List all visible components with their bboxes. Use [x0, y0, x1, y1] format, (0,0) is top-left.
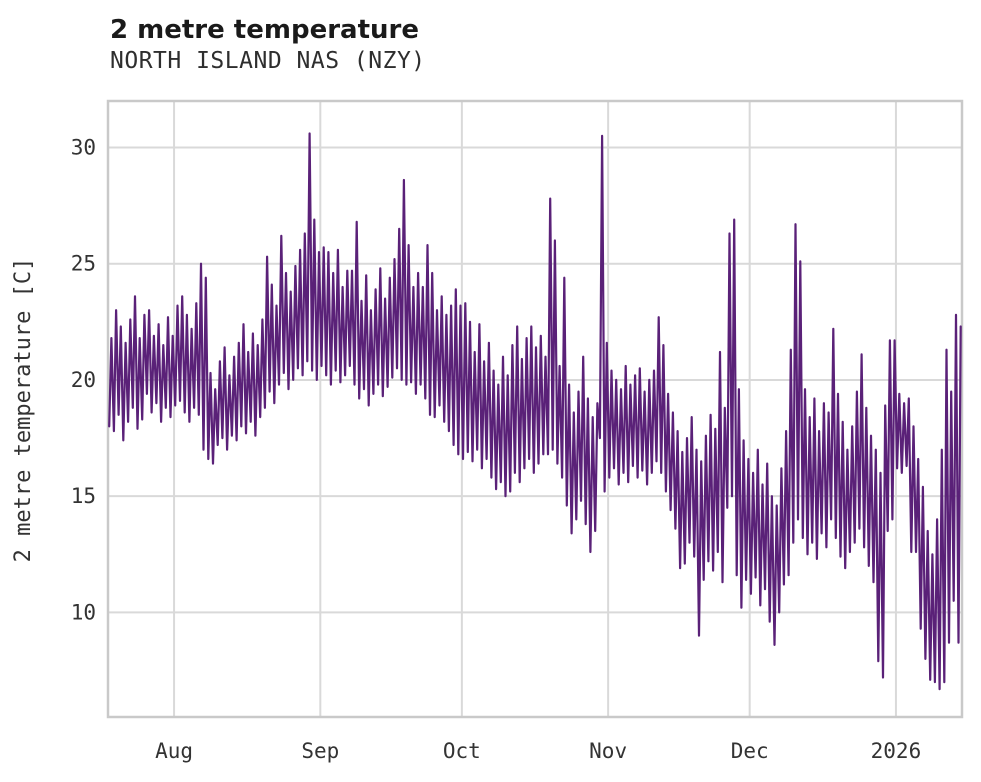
x-tick-label: Dec	[731, 739, 769, 763]
y-tick-label: 10	[71, 600, 96, 624]
plot-border	[106, 99, 964, 719]
y-tick-label: 30	[71, 135, 96, 159]
y-tick-label: 15	[71, 484, 96, 508]
x-tick-label: Nov	[589, 739, 627, 763]
temperature-line	[108, 132, 962, 691]
y-axis-label: 2 metre temperature [C]	[11, 258, 36, 563]
chart-header: 2 metre temperature NORTH ISLAND NAS (NZ…	[110, 15, 426, 74]
x-tick-label: 2026	[871, 739, 922, 763]
x-tick-label: Sep	[301, 739, 339, 763]
chart-title: 2 metre temperature	[110, 15, 419, 45]
y-tick-label: 25	[71, 252, 96, 276]
chart-subtitle: NORTH ISLAND NAS (NZY)	[110, 47, 426, 74]
x-tick-label: Oct	[443, 739, 481, 763]
x-tick-label: Aug	[155, 739, 193, 763]
y-tick-label: 20	[71, 368, 96, 392]
